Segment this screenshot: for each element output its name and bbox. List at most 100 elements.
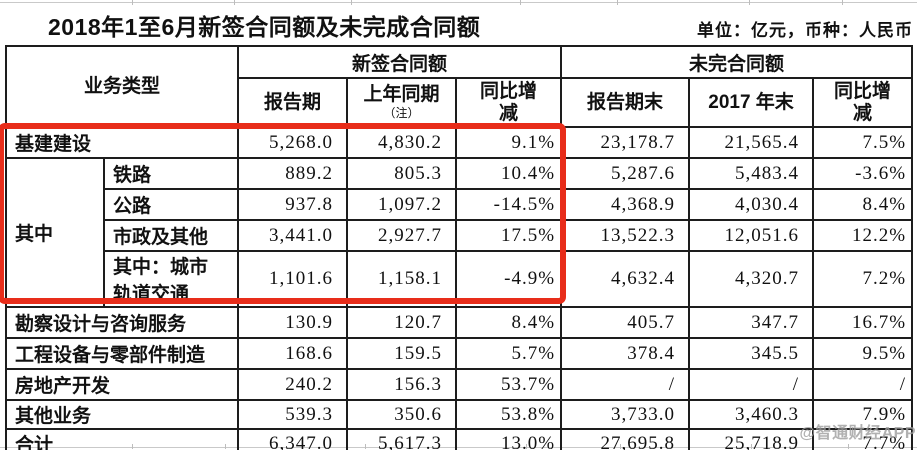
cell-backlog-yoy: 7.9% — [812, 399, 914, 430]
cell-new-current: 5,268.0 — [237, 126, 349, 159]
cell-backlog-yoy: -3.6% — [812, 157, 914, 190]
cell-new-yoy: 53.7% — [455, 368, 563, 401]
cell-backlog-2017: 5,483.4 — [688, 157, 815, 190]
cell-backlog-2017: 12,051.6 — [688, 219, 815, 252]
cell-backlog-end: 4,632.4 — [560, 250, 691, 308]
cell-new-yoy: 8.4% — [455, 306, 563, 339]
row-label: 工程设备与零部件制造 — [4, 337, 240, 370]
cell-new-prior: 1,158.1 — [346, 250, 458, 308]
row-label: 其中：城市轨道交通 — [102, 250, 240, 308]
cell-backlog-end: 378.4 — [560, 337, 691, 370]
cell-backlog-yoy: 12.2% — [812, 219, 914, 252]
table-row-survey-design: 勘察设计与咨询服务 130.9 120.7 8.4% 405.7 347.7 1… — [4, 306, 914, 339]
cropped-table-edge-top — [0, 2, 917, 3]
side-label-of-which: 其中 — [5, 157, 105, 308]
cell-new-prior: 805.3 — [346, 157, 458, 190]
cell-new-prior: 120.7 — [346, 306, 458, 339]
cropped-grid-tick — [842, 0, 843, 5]
row-label: 勘察设计与咨询服务 — [4, 306, 240, 339]
cell-new-prior: 1,097.2 — [346, 188, 458, 221]
cell-backlog-2017: / — [688, 368, 815, 401]
cell-backlog-end: 3,733.0 — [560, 399, 691, 430]
cropped-grid-tick — [617, 0, 618, 5]
cell-backlog-yoy: 8.4% — [812, 188, 914, 221]
cropped-grid-tick — [749, 0, 750, 5]
table-row-municipal: 市政及其他 3,441.0 2,927.7 17.5% 13,522.3 12,… — [6, 219, 914, 252]
cell-backlog-2017: 3,460.3 — [688, 399, 815, 430]
table-row-other-business: 其他业务 539.3 350.6 53.8% 3,733.0 3,460.3 7… — [4, 399, 914, 430]
cell-new-current: 6,347.0 — [237, 428, 349, 450]
unit-currency-note: 单位：亿元，币种：人民币 — [697, 21, 913, 40]
header-business-type: 业务类型 — [4, 45, 240, 128]
cell-backlog-2017: 4,320.7 — [688, 250, 815, 308]
cell-backlog-2017: 345.5 — [688, 337, 815, 370]
cell-new-yoy: 13.0% — [455, 428, 563, 450]
cell-backlog-end: 23,178.7 — [560, 126, 691, 159]
row-label: 基建建设 — [4, 126, 240, 159]
table-row-railway: 其中 铁路 889.2 805.3 10.4% 5,287.6 5,483.4 … — [5, 157, 914, 308]
cell-new-prior: 5,617.3 — [346, 428, 458, 450]
cell-backlog-end: 27,695.8 — [560, 428, 691, 450]
row-label: 合计 — [4, 428, 240, 450]
header-note-mark: （注） — [383, 106, 420, 121]
row-label: 房地产开发 — [4, 368, 240, 401]
cell-backlog-2017: 347.7 — [688, 306, 815, 339]
cell-backlog-end: / — [560, 368, 691, 401]
table-row-highway: 公路 937.8 1,097.2 -14.5% 4,368.9 4,030.4 … — [6, 188, 914, 221]
cell-new-prior: 156.3 — [346, 368, 458, 401]
table-row-infrastructure: 基建建设 5,268.0 4,830.2 9.1% 23,178.7 21,56… — [4, 126, 914, 159]
cell-backlog-2017: 25,718.9 — [688, 428, 815, 450]
cell-new-yoy: 9.1% — [455, 126, 563, 159]
cell-new-yoy: 5.7% — [455, 337, 563, 370]
header-reporting-period: 报告期 — [237, 77, 349, 128]
cell-backlog-yoy: / — [812, 368, 914, 401]
cell-new-prior: 2,927.7 — [346, 219, 458, 252]
table-row-equipment-manufacturing: 工程设备与零部件制造 168.6 159.5 5.7% 378.4 345.5 … — [4, 337, 914, 370]
cell-backlog-end: 13,522.3 — [560, 219, 691, 252]
table-row-real-estate: 房地产开发 240.2 156.3 53.7% / / / — [4, 368, 914, 401]
row-label: 其他业务 — [4, 399, 240, 430]
header-end-2017: 2017 年末 — [688, 77, 815, 128]
cell-new-yoy: 53.8% — [455, 399, 563, 430]
cell-new-current: 3,441.0 — [237, 219, 349, 252]
cell-new-yoy: -4.9% — [455, 250, 563, 308]
cell-new-current: 168.6 — [237, 337, 349, 370]
cell-backlog-end: 5,287.6 — [560, 157, 691, 190]
cell-new-current: 539.3 — [237, 399, 349, 430]
cropped-grid-tick — [132, 0, 133, 5]
row-label: 公路 — [102, 188, 240, 221]
cell-backlog-2017: 21,565.4 — [688, 126, 815, 159]
cell-backlog-yoy: 7.5% — [812, 126, 914, 159]
cell-backlog-end: 405.7 — [560, 306, 691, 339]
header-yoy-change-uncompleted: 同比增减 — [812, 77, 914, 128]
cell-new-yoy: -14.5% — [455, 188, 563, 221]
cell-backlog-yoy: 7.7% — [812, 428, 914, 450]
cell-backlog-yoy: 16.7% — [812, 306, 914, 339]
cell-backlog-yoy: 7.2% — [812, 250, 914, 308]
page-title: 2018年1至6月新签合同额及未完成合同额 — [48, 14, 481, 40]
header-group-new-signed: 新签合同额 — [237, 45, 563, 79]
cell-new-current: 1,101.6 — [237, 250, 349, 308]
watermark: @智通财经APP — [799, 425, 916, 442]
cell-backlog-2017: 4,030.4 — [688, 188, 815, 221]
table-row-urban-rail: 其中：城市轨道交通 1,101.6 1,158.1 -4.9% 4,632.4 … — [6, 250, 914, 308]
cell-new-prior: 350.6 — [346, 399, 458, 430]
cell-new-current: 130.9 — [237, 306, 349, 339]
header-group-uncompleted: 未完合同额 — [560, 45, 914, 79]
row-label: 铁路 — [102, 157, 240, 190]
header-prior-year-period: 上年同期 （注） — [346, 77, 458, 128]
cell-new-yoy: 10.4% — [455, 157, 563, 190]
cell-new-current: 937.8 — [237, 188, 349, 221]
row-label: 市政及其他 — [102, 219, 240, 252]
cropped-grid-tick — [234, 0, 235, 5]
table-row-total: 合计 6,347.0 5,617.3 13.0% 27,695.8 25,718… — [4, 428, 914, 450]
cell-backlog-yoy: 9.5% — [812, 337, 914, 370]
cell-backlog-end: 4,368.9 — [560, 188, 691, 221]
header-yoy-change-new: 同比增减 — [455, 77, 563, 128]
cell-new-current: 240.2 — [237, 368, 349, 401]
cropped-grid-tick — [520, 0, 521, 5]
cell-new-prior: 159.5 — [346, 337, 458, 370]
contracts-table: 业务类型 新签合同额 未完合同额 报告期 上年同期 （注） 同比增减 报告期末 … — [4, 45, 914, 450]
cell-new-yoy: 17.5% — [455, 219, 563, 252]
